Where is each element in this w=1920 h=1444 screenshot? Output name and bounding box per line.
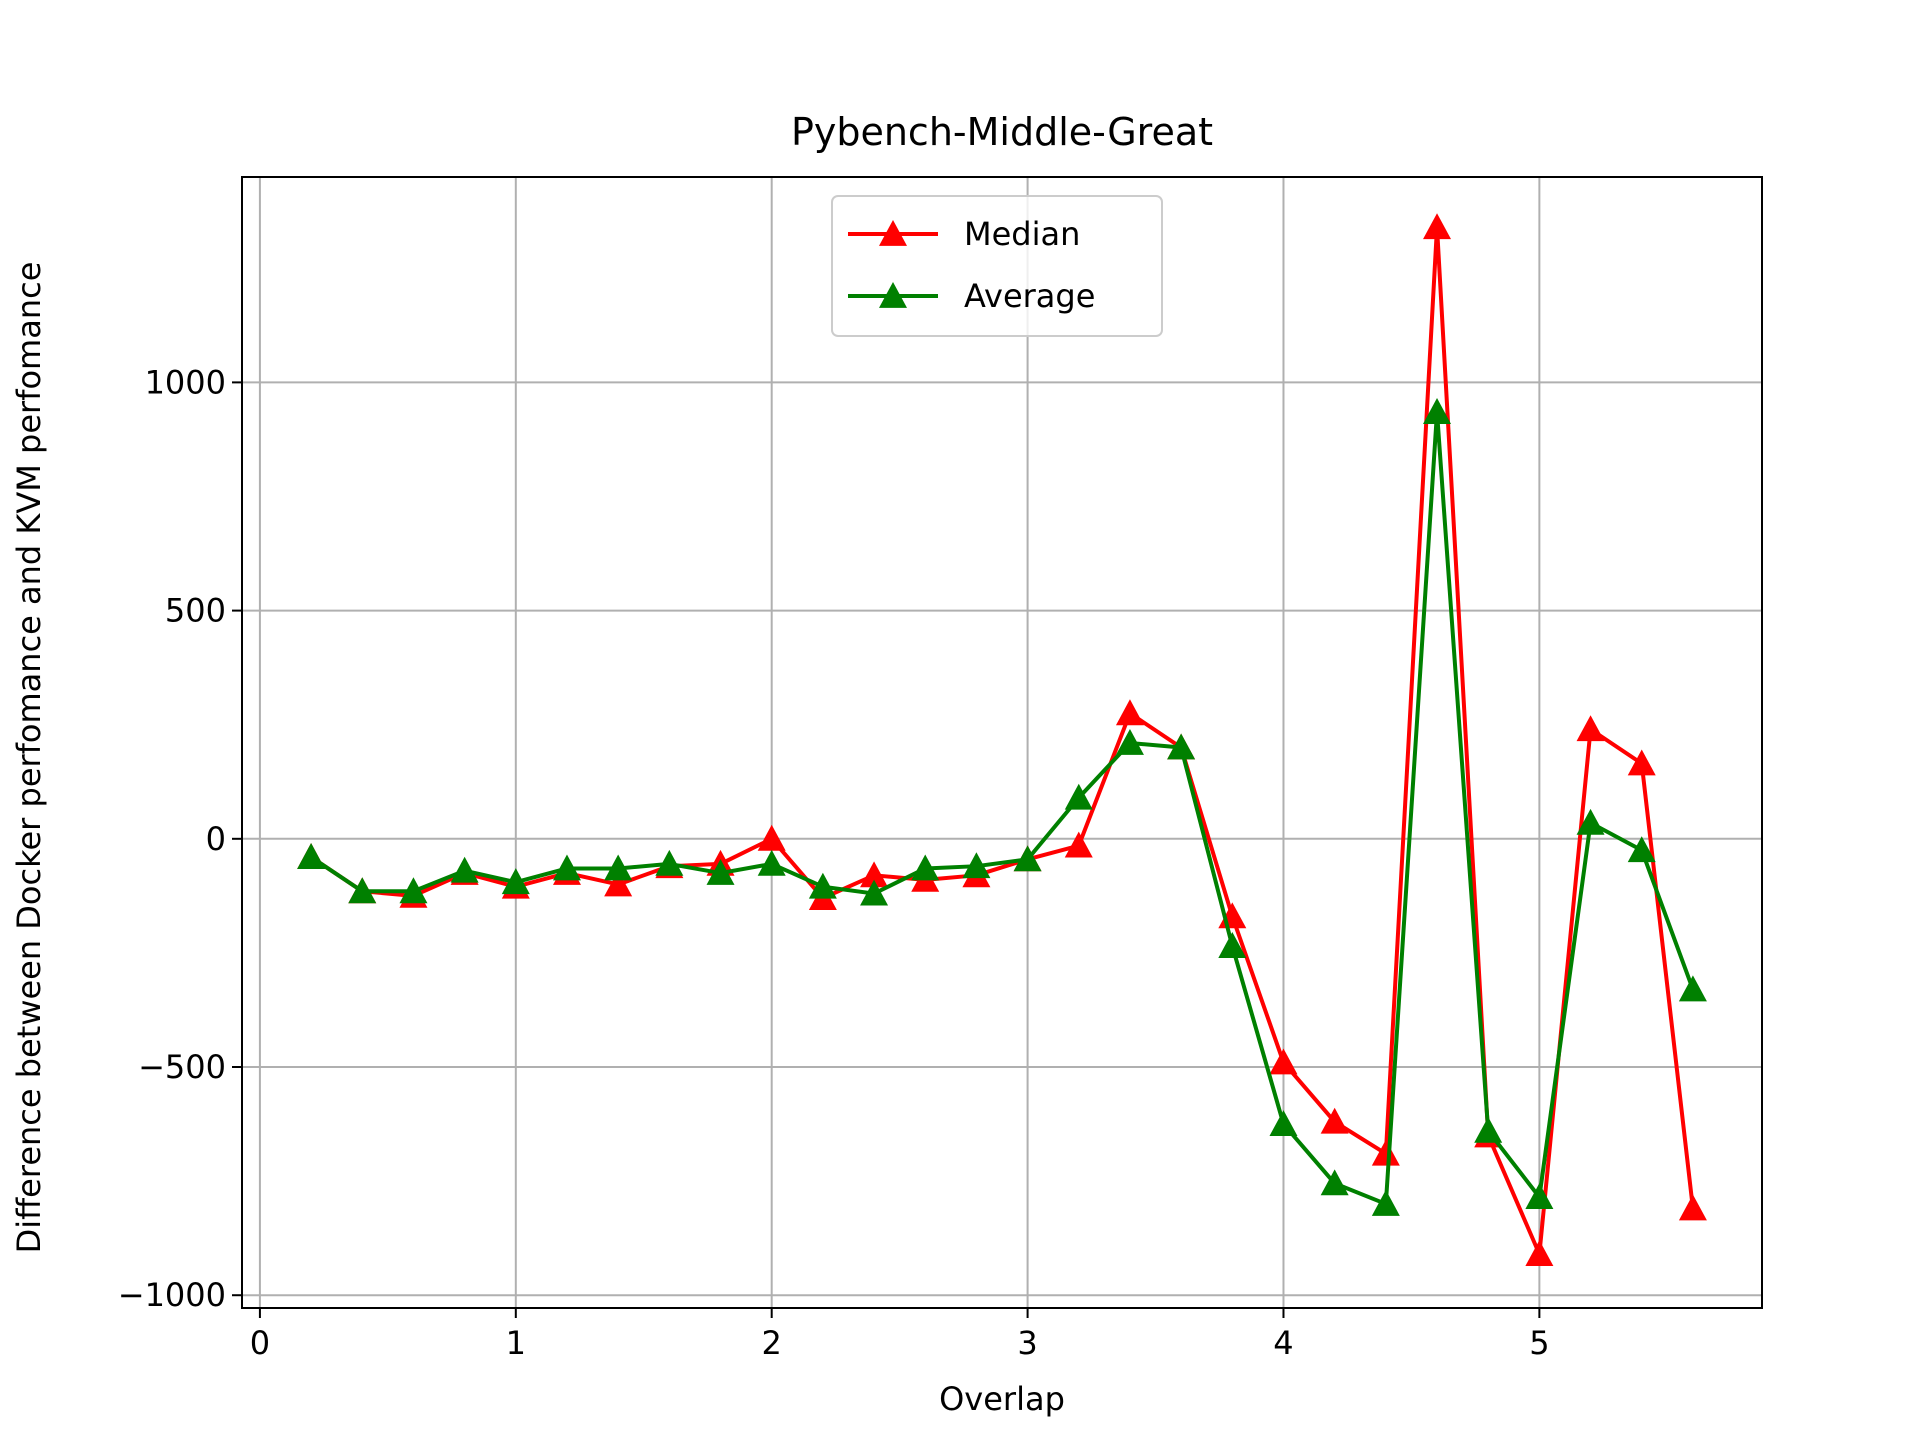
median-data-point (1576, 715, 1605, 742)
y-tick-label: 1000 (145, 363, 226, 401)
average-data-point (1525, 1183, 1554, 1209)
y-tick-label: 500 (165, 592, 226, 630)
median-data-point (1423, 213, 1452, 240)
average-data-point (297, 843, 326, 869)
x-axis-label: Overlap (939, 1380, 1065, 1418)
average-data-point (1627, 836, 1656, 863)
y-tick-label: 0 (206, 820, 226, 858)
x-tick-label: 2 (762, 1324, 782, 1362)
legend-average-marker (879, 282, 907, 308)
average-data-point (604, 854, 633, 881)
median-data-point (1678, 1194, 1707, 1221)
average-data-point (1013, 845, 1042, 872)
average-data-point (1064, 783, 1093, 810)
median-data-point (604, 870, 633, 897)
average-data-point (1576, 808, 1605, 835)
legend-median-label: Median (964, 215, 1080, 253)
average-data-point (450, 856, 479, 883)
average-data-point (808, 872, 837, 899)
average-data-point (1678, 975, 1707, 1002)
average-data-point (1167, 733, 1196, 760)
average-data-point (1423, 398, 1452, 424)
average-data-point (552, 854, 581, 881)
y-tick-label: −500 (138, 1048, 226, 1086)
median-data-point (1627, 749, 1656, 776)
median-data-point (1064, 831, 1093, 858)
median-data-point (757, 824, 786, 851)
x-tick-label: 3 (1017, 1324, 1037, 1362)
median-data-point (1115, 699, 1144, 726)
median-data-point (860, 861, 889, 888)
y-axis-label: Difference between Docker perfomance and… (10, 262, 48, 1254)
data-series (297, 213, 1707, 1267)
grid-lines (242, 177, 1762, 1308)
x-tick-label: 5 (1529, 1324, 1549, 1362)
average-data-point (706, 859, 735, 885)
average-series-line (309, 410, 1695, 1206)
average-data-point (1218, 932, 1247, 958)
average-data-point (399, 877, 428, 904)
average-data-point (1371, 1189, 1400, 1216)
x-tick-label: 1 (506, 1324, 526, 1362)
average-data-point (655, 849, 684, 876)
median-data-point (1371, 1139, 1400, 1166)
average-data-point (962, 852, 991, 879)
median-data-point (1525, 1240, 1554, 1267)
average-data-point (860, 879, 889, 906)
plot-frame (241, 176, 1763, 1309)
legend: Median Average (831, 195, 1163, 337)
legend-box (831, 195, 1163, 337)
median-data-point (1269, 1048, 1298, 1075)
median-series-line (309, 225, 1695, 1257)
average-data-point (501, 868, 530, 895)
average-data-point (1269, 1110, 1298, 1136)
average-data-point (911, 854, 940, 881)
x-tick-label: 0 (250, 1324, 270, 1362)
average-data-point (1474, 1116, 1503, 1143)
average-data-point (348, 877, 377, 904)
average-data-point (757, 849, 786, 876)
y-tick-label: −1000 (118, 1276, 226, 1314)
legend-median-marker (879, 220, 907, 246)
average-data-point (1115, 728, 1144, 755)
chart-title: Pybench-Middle-Great (791, 110, 1213, 154)
legend-average-label: Average (964, 277, 1095, 315)
average-data-point (1320, 1169, 1349, 1196)
axis-ticks: 0 1 2 3 4 5 −1000 −500 0 500 1000 (118, 363, 1550, 1362)
x-tick-label: 4 (1273, 1324, 1293, 1362)
median-data-point (1320, 1107, 1349, 1134)
